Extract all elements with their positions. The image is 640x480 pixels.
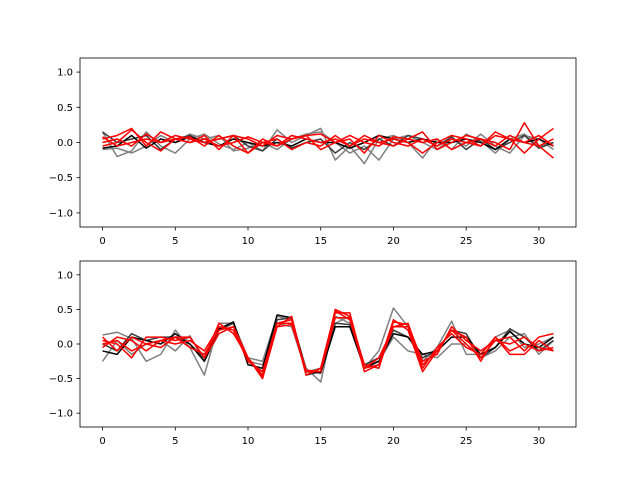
x-tick-label: 25: [460, 436, 473, 447]
y-tick-label: 1.0: [57, 68, 73, 79]
series-line-7: [102, 310, 554, 376]
y-tick-label: −0.5: [49, 173, 73, 184]
y-tick-label: 1.0: [57, 270, 73, 281]
x-tick-label: 5: [172, 236, 178, 247]
y-tick-label: 0.0: [57, 138, 73, 149]
series-line-4: [102, 134, 554, 151]
x-tick-label: 10: [242, 236, 255, 247]
x-tick-label: 10: [242, 436, 255, 447]
series-line-8: [102, 134, 554, 154]
x-tick-label: 5: [172, 436, 178, 447]
y-tick-label: 0.5: [57, 103, 73, 114]
x-tick-label: 30: [533, 236, 546, 247]
x-tick-label: 20: [387, 236, 400, 247]
series-line-7: [102, 127, 554, 154]
y-tick-label: 0.0: [57, 340, 73, 351]
series-line-4: [102, 314, 554, 374]
y-tick-label: −1.0: [49, 208, 73, 219]
x-tick-label: 0: [99, 236, 105, 247]
bottom-subplot: 0 5 10 15 20 25 30 −1.0 −0.5 0.0 0.5 1.0: [49, 260, 577, 447]
series-line-8: [102, 316, 554, 378]
x-tick-label: 30: [533, 436, 546, 447]
x-tick-label: 15: [314, 236, 327, 247]
x-tick-label: 25: [460, 236, 473, 247]
y-tick-label: −1.0: [49, 409, 73, 420]
x-tick-label: 0: [99, 436, 105, 447]
x-tick-label: 20: [387, 436, 400, 447]
x-tick-label: 15: [314, 436, 327, 447]
y-tick-label: 0.5: [57, 305, 73, 316]
top-subplot: 0 5 10 15 20 25 30 −1.0 −0.5 0.0 0.5 1.0: [49, 57, 577, 247]
y-tick-label: −0.5: [49, 374, 73, 385]
